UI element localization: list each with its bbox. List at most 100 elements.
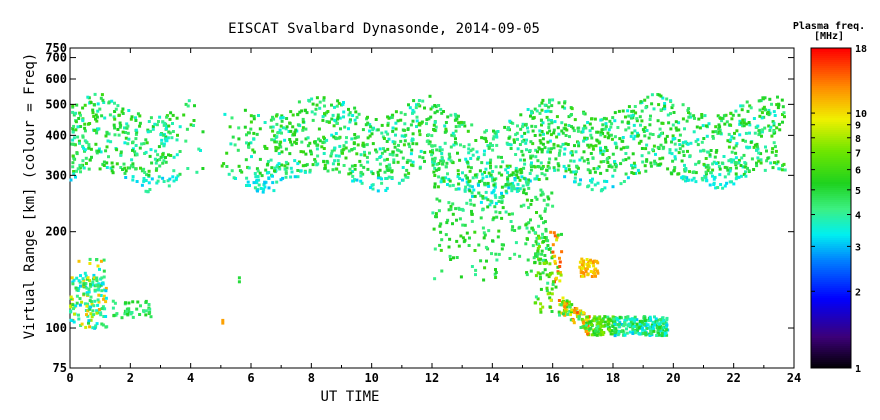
echo-point [549,230,553,234]
echo-point [714,162,718,165]
echo-point [645,327,649,331]
echo-point [384,130,388,134]
echo-point [737,175,741,179]
echo-point [643,316,647,320]
echo-point [489,166,492,170]
echo-point [253,186,257,190]
echo-point [571,319,575,322]
echo-point [711,168,715,172]
echo-point [95,149,99,153]
echo-point [522,203,526,207]
echo-point [543,268,547,272]
echo-point [586,121,590,124]
colorbar-segment [811,178,851,180]
echo-point [557,132,561,136]
echo-point [628,324,632,327]
colorbar-segment [811,102,851,104]
echo-point [123,166,127,170]
echo-point [102,164,106,167]
echo-point [330,117,334,121]
colorbar-segment [811,56,851,58]
echo-point [604,117,608,121]
echo-point [631,332,635,335]
echo-point [609,125,613,129]
echo-point [540,249,544,253]
colorbar-tick-label: 3 [855,242,861,253]
echo-point [550,292,554,296]
echo-point [535,109,539,113]
echo-point [722,155,726,158]
echo-point [627,126,631,130]
echo-point [87,305,91,309]
echo-point [662,145,666,149]
echo-point [371,183,375,187]
echo-point [83,149,86,153]
echo-point [537,224,541,228]
echo-point [767,124,771,128]
echo-point [507,174,511,178]
echo-point [536,297,540,301]
echo-point [517,189,521,192]
colorbar-segment [811,356,851,358]
echo-point [323,104,326,108]
echo-point [658,157,662,161]
echo-point [376,170,380,174]
echo-point [649,325,652,329]
echo-point [124,169,128,173]
echo-point [567,300,571,304]
echo-point [646,318,650,322]
echo-point [129,164,133,168]
echo-point [500,201,504,204]
colorbar-segment [811,314,851,316]
echo-point [602,160,606,163]
echo-point [747,121,751,124]
echo-point [513,176,517,180]
echo-point [509,220,513,223]
y-tick-label: 700 [45,51,67,65]
echo-point [113,101,116,105]
echo-point [483,266,487,270]
echo-point [484,196,488,200]
echo-point [332,135,336,139]
echo-point [643,134,647,138]
echo-point [83,148,87,152]
echo-point [98,167,102,171]
echo-point [544,227,548,231]
colorbar-segment [811,192,851,194]
echo-point [134,128,138,132]
colorbar-segment [811,278,851,280]
echo-point [345,136,348,140]
echo-point [582,264,585,268]
echo-point [299,150,303,154]
echo-point [508,257,512,260]
echo-point [727,145,731,149]
echo-point [774,153,778,157]
echo-point [653,159,657,163]
colorbar-frame [810,47,852,369]
echo-point [601,132,605,135]
echo-point [528,149,532,152]
echo-point [597,141,601,145]
echo-point [596,271,600,275]
echo-point [162,123,166,127]
colorbar-segment [811,60,851,62]
echo-point [178,172,182,176]
echo-point [84,325,88,329]
echo-point [483,171,487,174]
echo-point [672,168,676,172]
echo-point [71,104,75,107]
echo-point [85,141,89,145]
echo-point [596,321,600,325]
echo-point [102,269,106,273]
echo-point [529,140,533,144]
echo-point [171,113,175,117]
echo-point [548,157,552,161]
echo-point [470,212,474,216]
echo-point [297,100,301,104]
echo-point [526,258,530,262]
echo-point [442,159,445,163]
echo-point [451,212,455,216]
echo-point [628,330,632,334]
echo-point [599,333,603,337]
echo-point [164,135,168,139]
